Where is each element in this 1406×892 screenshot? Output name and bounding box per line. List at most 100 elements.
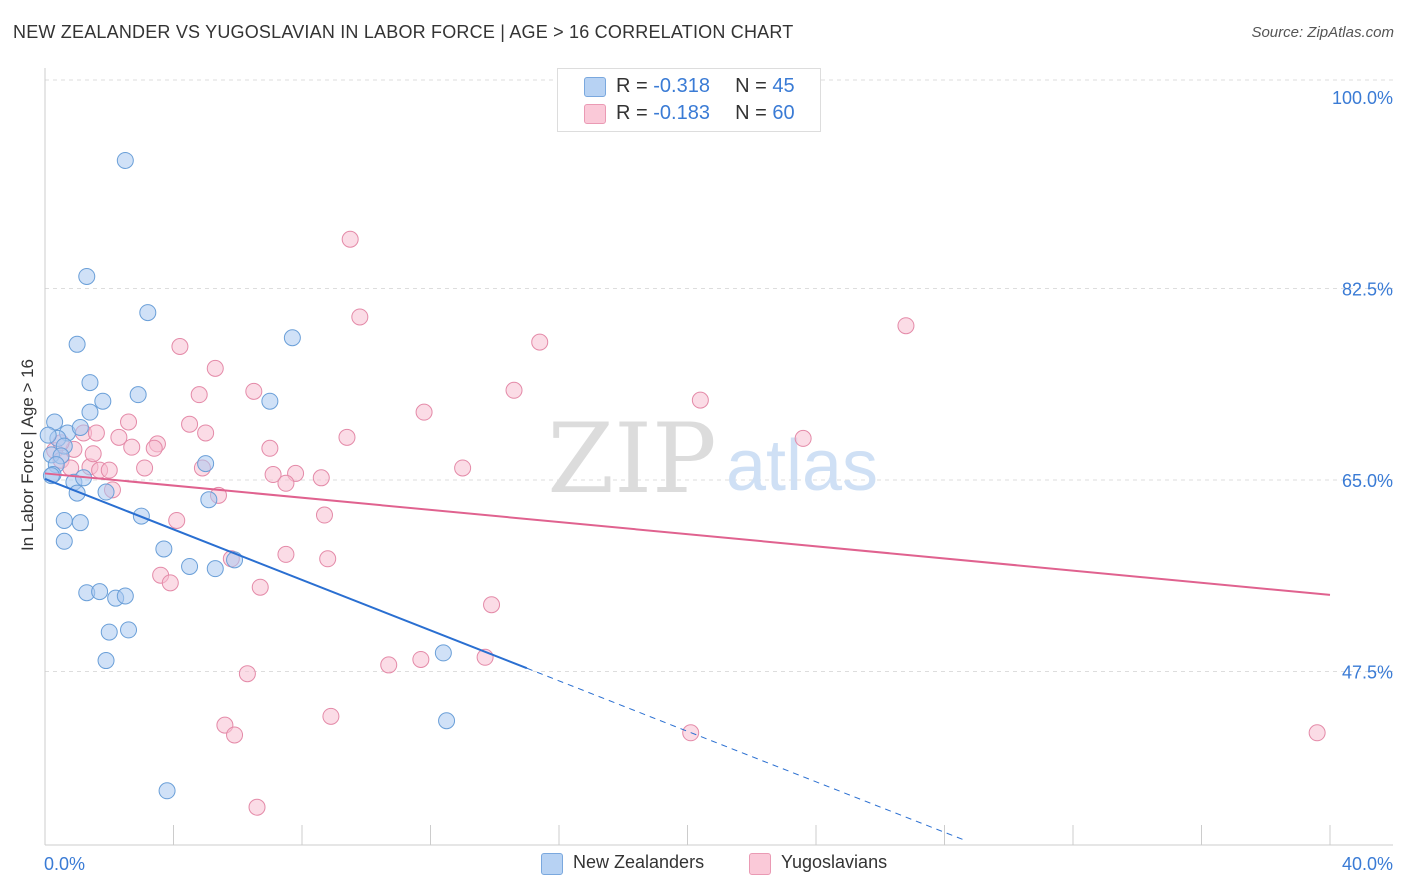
x-tick-label: 0.0% xyxy=(44,854,85,874)
watermark-zip: ZIP xyxy=(547,403,716,515)
yugoslavian-point xyxy=(897,317,915,335)
new-zealander-point xyxy=(78,267,96,285)
axes-layer xyxy=(44,68,1393,846)
n-value: 45 xyxy=(772,75,795,97)
yugoslavian-point xyxy=(161,574,179,592)
correlation-legend: R = -0.318 N = 45 R = -0.183 N = 60 xyxy=(557,68,821,132)
legend-label: New Zealanders xyxy=(573,852,705,872)
yugoslavian-point xyxy=(190,386,208,404)
yugoslavian-point xyxy=(341,230,359,248)
yugoslavian-trendline xyxy=(44,472,1331,596)
new-zealander-point xyxy=(181,557,199,575)
yugoslavian-point xyxy=(248,798,266,816)
yugoslavian-point xyxy=(264,466,282,484)
new-zealander-point xyxy=(283,329,301,347)
new-zealander-trendline xyxy=(44,477,528,670)
new-zealander-point xyxy=(97,652,115,670)
legend-stats: R = -0.318 N = 45 xyxy=(616,75,795,98)
tick-label-layer: 100.0% 82.5% 65.0% 47.5% 0.0% 40.0% xyxy=(44,88,1393,874)
new-zealander-point xyxy=(129,386,147,404)
yugoslavian-point xyxy=(168,511,186,529)
r-label: R = xyxy=(616,102,648,124)
new-zealander-point xyxy=(55,532,73,550)
yugoslavian-point xyxy=(322,707,340,725)
yugoslavian-point xyxy=(380,656,398,674)
yugoslavian-point xyxy=(415,403,433,421)
yugoslavian-point xyxy=(454,459,472,477)
new-zealander-point xyxy=(155,540,173,558)
yugoslavian-point xyxy=(145,439,163,457)
yugoslavian-point xyxy=(181,415,199,433)
new-zealander-point xyxy=(81,374,99,392)
yugoslavian-point xyxy=(1308,724,1326,742)
new-zealander-point xyxy=(206,560,224,578)
new-zealander-point xyxy=(94,392,112,410)
grid-layer xyxy=(45,79,1393,672)
yugoslavian-point xyxy=(238,665,256,683)
yugoslavian-point xyxy=(110,428,128,446)
yugoslavian-point xyxy=(277,545,295,563)
new-zealander-point xyxy=(261,392,279,410)
yugoslavian-point xyxy=(261,439,279,457)
new-zealander-point xyxy=(200,491,218,509)
yugoslavian-point xyxy=(277,474,295,492)
r-value: -0.183 xyxy=(653,102,710,124)
new-zealander-point xyxy=(120,621,138,639)
legend-swatch-pink xyxy=(749,853,771,875)
new-zealander-trendline-extension xyxy=(526,667,964,841)
yugoslavian-point xyxy=(319,550,337,568)
legend-swatch-blue xyxy=(541,853,563,875)
yugoslavian-point xyxy=(120,413,138,431)
new-zealander-point xyxy=(39,426,57,444)
source-credit: Source: ZipAtlas.com xyxy=(1251,24,1394,41)
legend-swatch-pink xyxy=(584,104,606,124)
chart-title: NEW ZEALANDER VS YUGOSLAVIAN IN LABOR FO… xyxy=(13,22,794,42)
legend-stats: R = -0.183 N = 60 xyxy=(616,102,795,125)
yugoslavian-point xyxy=(100,461,118,479)
new-zealander-point xyxy=(438,712,456,730)
new-zealander-point xyxy=(97,483,115,501)
y-tick-label: 100.0% xyxy=(1332,88,1393,108)
new-zealander-point xyxy=(116,587,134,605)
yugoslavian-point xyxy=(171,337,189,355)
yugoslavian-point xyxy=(691,391,709,409)
new-zealander-point xyxy=(139,304,157,322)
yugoslavian-point xyxy=(136,459,154,477)
yugoslavian-point xyxy=(87,424,105,442)
yugoslavian-point xyxy=(338,428,356,446)
yugoslavian-point xyxy=(84,445,102,463)
yugoslavian-point xyxy=(226,726,244,744)
new-zealander-point xyxy=(71,418,89,436)
points-layer xyxy=(39,151,1326,816)
yugoslavian-point xyxy=(412,650,430,668)
yugoslavian-point xyxy=(315,506,333,524)
x-tick-label: 40.0% xyxy=(1342,854,1393,874)
y-tick-label: 65.0% xyxy=(1342,471,1393,491)
n-label: N = xyxy=(735,102,767,124)
new-zealander-point xyxy=(68,335,86,353)
new-zealander-point xyxy=(116,151,134,169)
yugoslavian-point xyxy=(251,578,269,596)
legend-swatch-blue xyxy=(584,77,606,97)
yugoslavian-point xyxy=(312,469,330,487)
y-tick-label: 82.5% xyxy=(1342,280,1393,300)
yugoslavian-point xyxy=(245,382,263,400)
y-tick-label: 47.5% xyxy=(1342,663,1393,683)
yugoslavian-point xyxy=(197,424,215,442)
n-label: N = xyxy=(735,75,767,97)
new-zealander-point xyxy=(100,623,118,641)
new-zealander-point xyxy=(91,583,109,601)
new-zealander-point xyxy=(81,403,99,421)
yugoslavian-point xyxy=(505,381,523,399)
yugoslavian-point xyxy=(531,333,549,351)
watermark: ZIP atlas xyxy=(547,403,878,515)
yugoslavian-point xyxy=(206,359,224,377)
yugoslavian-point xyxy=(123,438,141,456)
r-label: R = xyxy=(616,75,648,97)
new-zealander-point xyxy=(434,644,452,662)
yugoslavian-point xyxy=(794,429,812,447)
new-zealander-point xyxy=(71,514,89,532)
n-value: 60 xyxy=(772,102,795,124)
new-zealander-point xyxy=(158,782,176,800)
